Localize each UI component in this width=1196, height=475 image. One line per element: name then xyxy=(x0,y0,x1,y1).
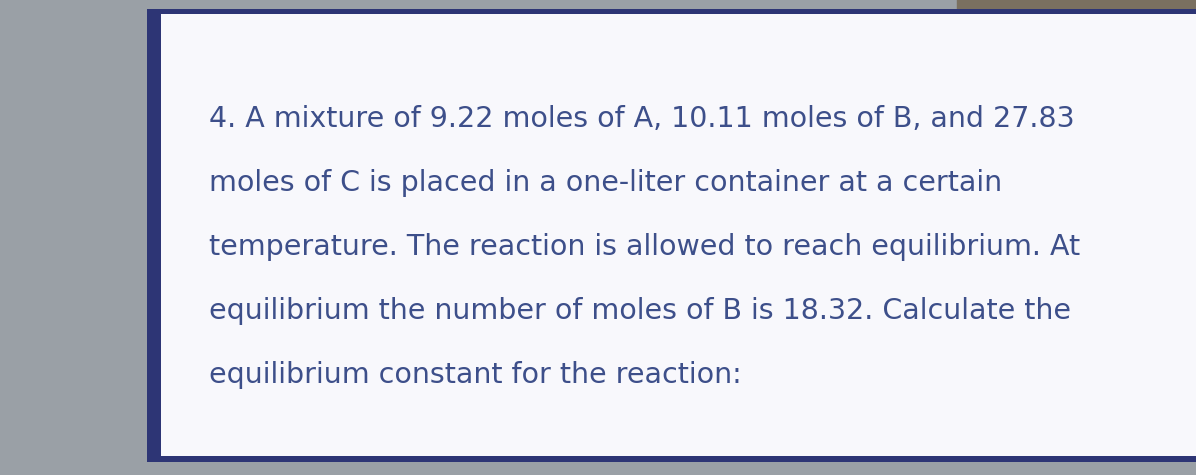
FancyBboxPatch shape xyxy=(161,14,1196,456)
Text: equilibrium the number of moles of B is 18.32. Calculate the: equilibrium the number of moles of B is … xyxy=(209,297,1072,325)
Text: 4. A mixture of 9.22 moles of A, 10.11 moles of B, and 27.83: 4. A mixture of 9.22 moles of A, 10.11 m… xyxy=(209,104,1075,133)
Text: moles of C is placed in a one-liter container at a certain: moles of C is placed in a one-liter cont… xyxy=(209,169,1002,197)
Text: equilibrium constant for the reaction:: equilibrium constant for the reaction: xyxy=(209,361,742,389)
FancyBboxPatch shape xyxy=(147,9,1196,462)
Text: temperature. The reaction is allowed to reach equilibrium. At: temperature. The reaction is allowed to … xyxy=(209,233,1080,261)
Polygon shape xyxy=(957,0,1196,142)
